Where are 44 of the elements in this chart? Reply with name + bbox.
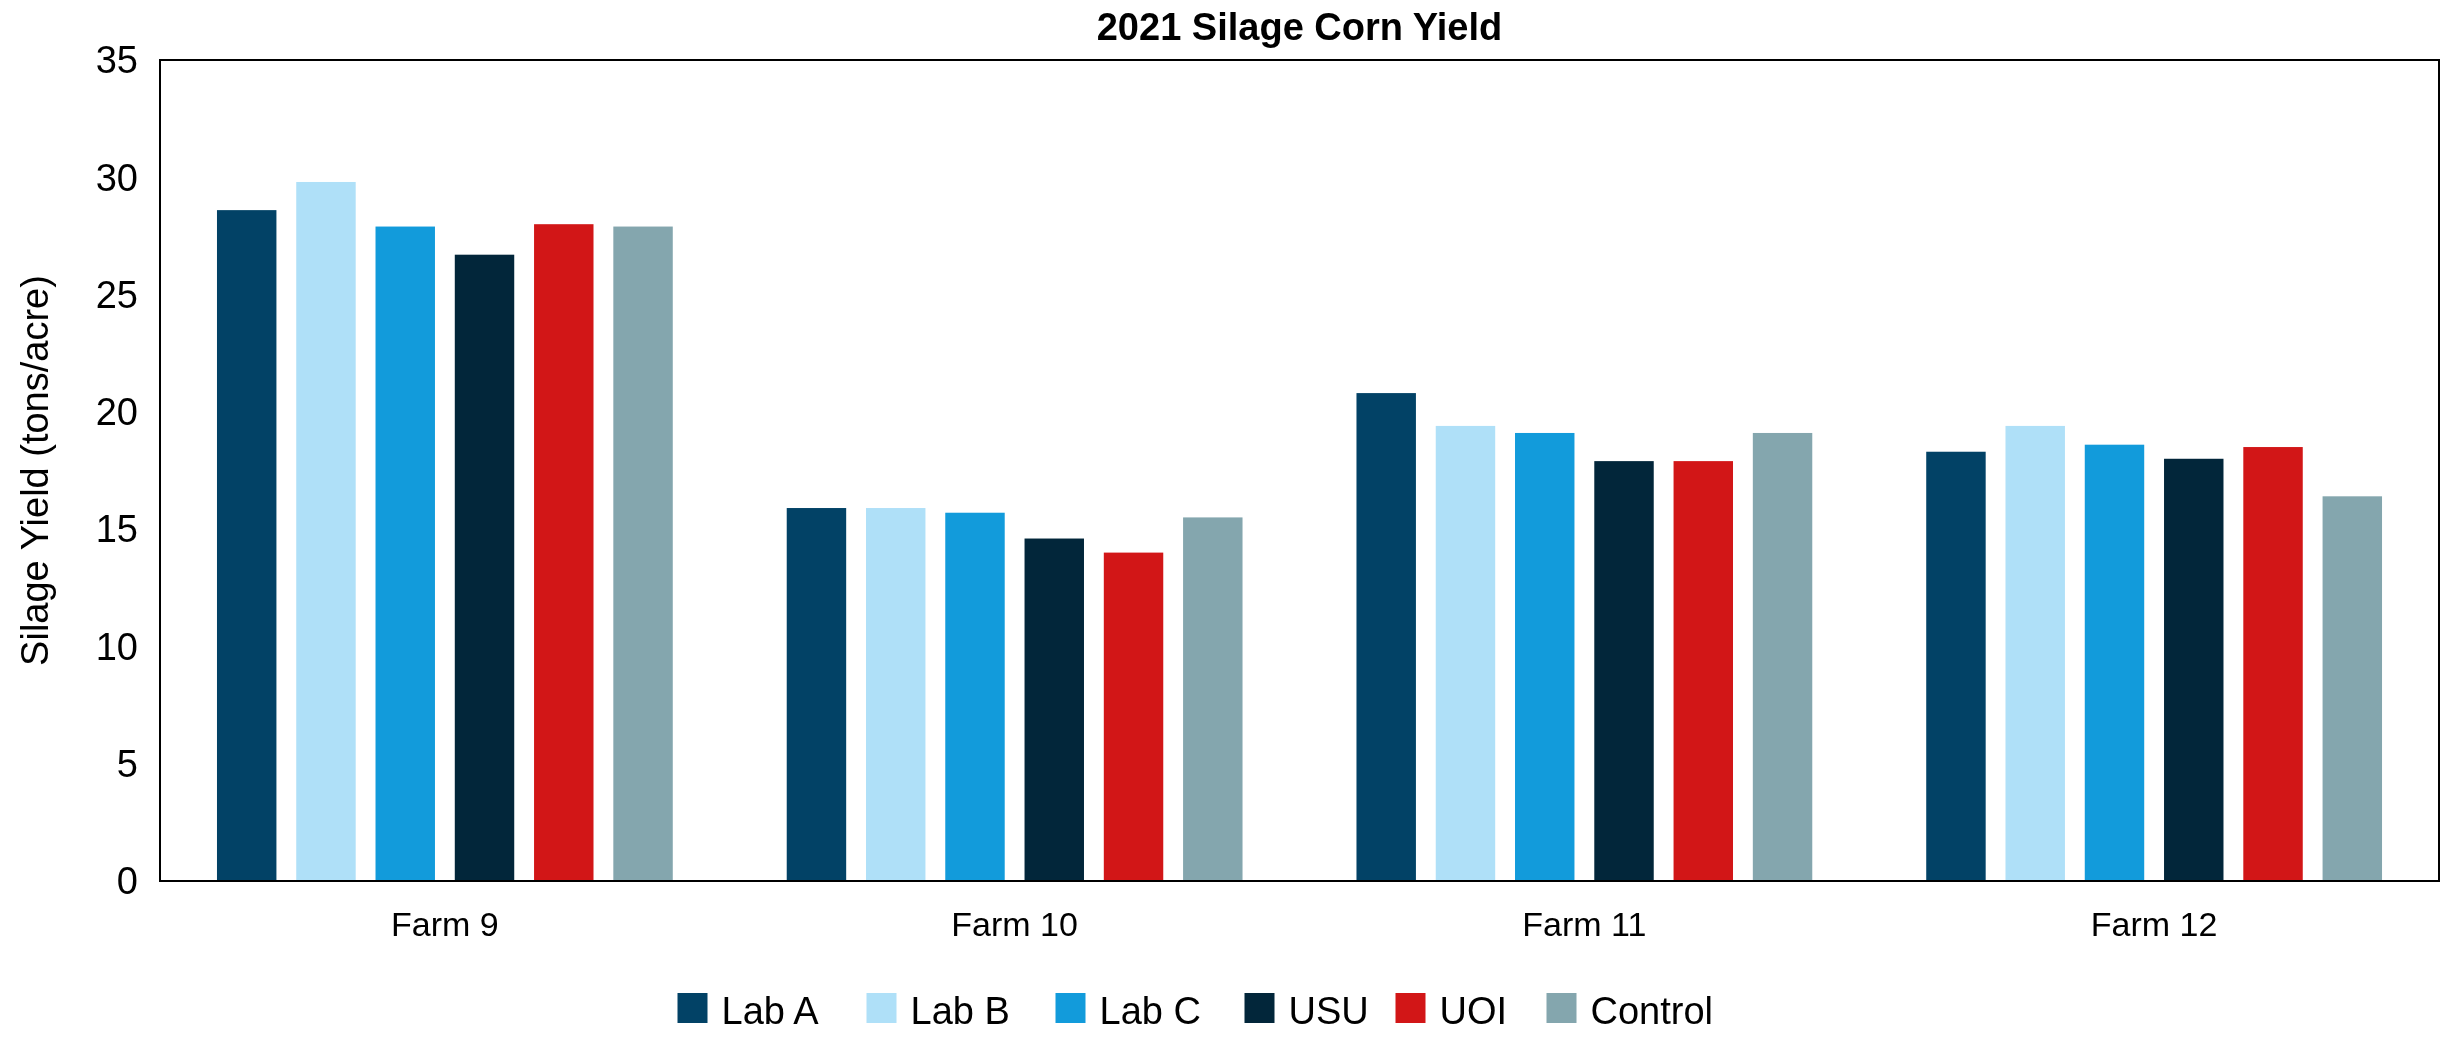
bar bbox=[2164, 458, 2224, 881]
legend-label: Lab C bbox=[1099, 990, 1201, 1033]
bar bbox=[1594, 461, 1654, 881]
bar bbox=[1515, 432, 1575, 881]
x-tick-label: Farm 9 bbox=[391, 905, 499, 943]
bar bbox=[1356, 393, 1416, 881]
bar bbox=[866, 508, 926, 881]
bar bbox=[786, 508, 847, 881]
bar bbox=[2322, 496, 2383, 881]
bar bbox=[1435, 425, 1496, 881]
y-tick-label: 20 bbox=[95, 391, 138, 434]
y-tick-label: 10 bbox=[95, 625, 138, 668]
bar bbox=[1103, 552, 1164, 881]
bar bbox=[613, 226, 673, 881]
x-tick-label: Farm 11 bbox=[1522, 905, 1647, 943]
y-tick-label: 15 bbox=[95, 508, 138, 551]
legend-label: USU bbox=[1288, 990, 1369, 1033]
y-tick-label: 25 bbox=[95, 273, 138, 316]
bar bbox=[2243, 447, 2303, 881]
x-tick-label: Farm 12 bbox=[2090, 905, 2218, 943]
bar bbox=[1024, 538, 1084, 881]
legend-label: Lab A bbox=[721, 990, 820, 1033]
y-axis-title: Silage Yield (tons/acre) bbox=[14, 275, 56, 666]
y-tick-label: 30 bbox=[95, 156, 138, 199]
bar bbox=[1926, 451, 1986, 881]
legend-label: UOI bbox=[1439, 990, 1508, 1033]
legend-label: Lab B bbox=[910, 990, 1010, 1033]
chart-title: 2021 Silage Corn Yield bbox=[1096, 6, 1503, 48]
x-tick-label: Farm 10 bbox=[951, 905, 1078, 943]
y-tick-label: 0 bbox=[116, 860, 138, 903]
bar bbox=[1752, 432, 1813, 881]
bar bbox=[945, 512, 1005, 881]
legend-label: Control bbox=[1590, 990, 1713, 1033]
bar bbox=[375, 226, 435, 881]
bar bbox=[534, 224, 594, 881]
bar bbox=[454, 254, 515, 881]
bar bbox=[1183, 517, 1243, 881]
y-tick-label: 35 bbox=[95, 39, 138, 82]
bar bbox=[2005, 425, 2065, 881]
bar bbox=[216, 210, 277, 881]
bar bbox=[2084, 444, 2145, 881]
bar bbox=[1673, 461, 1733, 881]
y-tick-label: 5 bbox=[116, 743, 138, 786]
bar bbox=[296, 181, 356, 881]
